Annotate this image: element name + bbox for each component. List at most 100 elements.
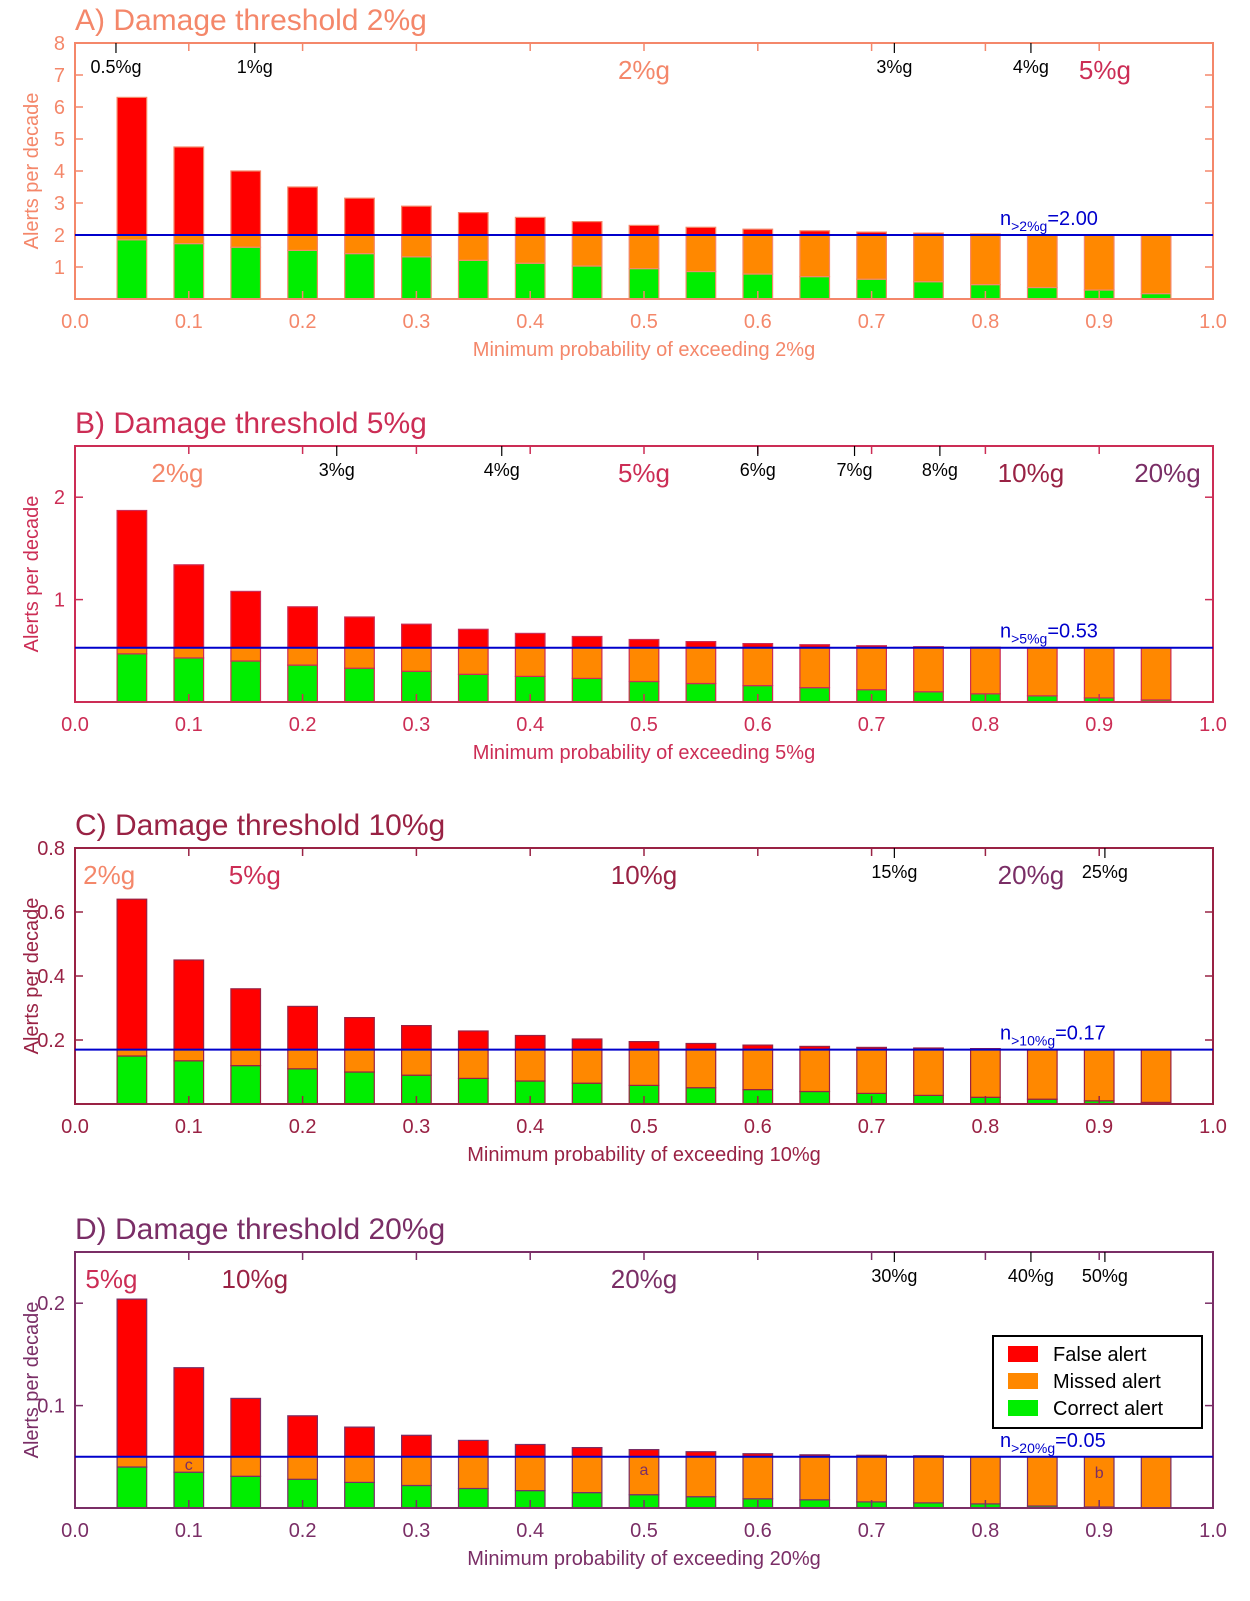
- bar-stack: [571, 221, 603, 300]
- top-label: 20%g: [998, 860, 1065, 890]
- y-tick-label: 8: [54, 33, 65, 55]
- bar-false-alert: [116, 509, 148, 649]
- bar-missed-alert: [287, 234, 318, 251]
- threshold-symbol: n: [1000, 208, 1011, 230]
- top-label: 20%g: [1134, 458, 1201, 488]
- bar-missed-alert: [685, 1048, 717, 1089]
- bar-false-alert: [116, 96, 148, 236]
- x-tick-label: 0.1: [175, 311, 203, 333]
- threshold-label: n>5%g=0.53: [1000, 621, 1098, 647]
- x-axis-label: Minimum probability of exceeding 5%g: [473, 742, 815, 764]
- y-tick-label: 0.8: [37, 838, 65, 860]
- x-tick-label: 0.5: [630, 714, 658, 736]
- x-tick-label: 1.0: [1199, 311, 1227, 333]
- threshold-subscript: >2%g: [1011, 218, 1047, 234]
- bar-stack: [173, 959, 205, 1105]
- x-tick-label: 0.3: [402, 714, 430, 736]
- x-tick-label: 1.0: [1199, 1520, 1227, 1542]
- bar-false-alert: [571, 1446, 603, 1458]
- bar-stack: [457, 212, 489, 300]
- bar-false-alert: [628, 224, 660, 236]
- bar-missed-alert: [628, 647, 660, 683]
- bar-correct-alert: [344, 667, 375, 703]
- y-tick-label: 4: [54, 161, 65, 183]
- x-tick-label: 0.6: [744, 1116, 772, 1138]
- bar-stack: [1140, 1048, 1172, 1105]
- bar-missed-alert: [230, 1048, 262, 1067]
- bar-missed-alert: [571, 1456, 603, 1494]
- bar-stack: [514, 1034, 546, 1105]
- bar-stack: [287, 1415, 318, 1509]
- top-label: 30%g: [871, 1266, 917, 1286]
- bar-correct-alert: [230, 1475, 262, 1509]
- x-tick-label: 0.6: [744, 714, 772, 736]
- bar-correct-alert: [344, 253, 375, 300]
- bar-stack: [628, 638, 660, 703]
- bar-false-alert: [173, 564, 205, 649]
- y-tick-label: 5: [54, 129, 65, 151]
- bar-false-alert: [173, 1367, 205, 1458]
- bar-missed-alert: [173, 647, 205, 659]
- y-tick-label: 0.4: [37, 966, 65, 988]
- bar-stack: [287, 186, 318, 300]
- bar-missed-alert: [1083, 1048, 1115, 1102]
- bar-stack: [230, 988, 262, 1105]
- bar-missed-alert: [856, 1048, 887, 1094]
- bar-false-alert: [457, 1439, 489, 1458]
- bar-missed-alert: [116, 1456, 148, 1468]
- panel-title: A) Damage threshold 2%g: [75, 4, 427, 37]
- bar-stack: [685, 226, 717, 300]
- bar-missed-alert: [856, 234, 887, 280]
- bar-missed-alert: [856, 647, 887, 691]
- bar-correct-alert: [685, 682, 717, 703]
- top-label: 5%g: [1079, 55, 1131, 85]
- bar-stack: [685, 1042, 717, 1105]
- bar-missed-alert: [230, 234, 262, 248]
- bar-missed-alert: [344, 1048, 375, 1073]
- x-tick-label: 1.0: [1199, 1116, 1227, 1138]
- bar-missed-alert: [913, 234, 944, 283]
- bar-false-alert: [287, 1005, 318, 1051]
- bar-false-alert: [685, 226, 717, 236]
- bar-missed-alert: [287, 1456, 318, 1480]
- bar-stack: [230, 1397, 262, 1509]
- bar-false-alert: [628, 1040, 660, 1051]
- bar-correct-alert: [287, 1068, 318, 1105]
- bar-false-alert: [230, 590, 262, 649]
- top-label: 8%g: [922, 460, 958, 480]
- bar-annotation: c: [185, 1457, 193, 1474]
- bar-stack: [1083, 234, 1115, 300]
- bar-stack: [457, 1439, 489, 1509]
- bar-missed-alert: [913, 647, 944, 693]
- bar-false-alert: [344, 1426, 375, 1458]
- x-tick-label: 0.0: [61, 311, 89, 333]
- bar-false-alert: [401, 1434, 432, 1458]
- bar-stack: [344, 1016, 375, 1105]
- bar-stack: [401, 1024, 432, 1105]
- threshold-subscript: >20%g: [1011, 1440, 1055, 1456]
- y-tick-label: 1: [54, 590, 65, 612]
- bar-stack: [1140, 1456, 1172, 1509]
- bar-missed-alert: [457, 1048, 489, 1079]
- x-tick-label: 0.2: [289, 311, 317, 333]
- bar-false-alert: [173, 959, 205, 1051]
- x-tick-label: 0.0: [61, 714, 89, 736]
- bar-correct-alert: [685, 1087, 717, 1105]
- y-tick-label: 0.6: [37, 902, 65, 924]
- threshold-value: =2.00: [1047, 208, 1098, 230]
- bar-missed-alert: [1026, 647, 1058, 697]
- bar-correct-alert: [230, 246, 262, 300]
- legend-label: Correct alert: [1053, 1398, 1163, 1420]
- bar-missed-alert: [514, 1048, 546, 1082]
- bar-false-alert: [457, 212, 489, 236]
- bar-stack: [856, 645, 887, 703]
- bar-stack: [969, 1047, 1001, 1105]
- threshold-value: =0.05: [1055, 1430, 1106, 1452]
- bar-correct-alert: [457, 1077, 489, 1105]
- x-tick-label: 0.6: [744, 311, 772, 333]
- bar-stack: [856, 1046, 887, 1105]
- top-label: 10%g: [222, 1264, 289, 1294]
- bar-stack: [799, 644, 831, 703]
- bar-stack: [571, 635, 603, 703]
